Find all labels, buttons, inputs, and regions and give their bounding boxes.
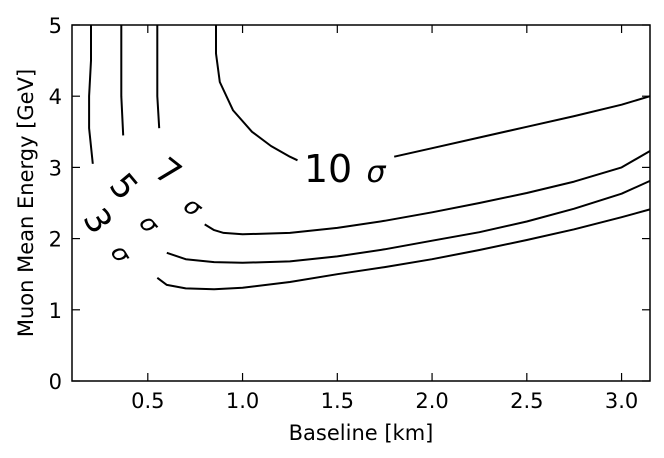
contour-line-10-sigma [215, 25, 298, 162]
contour-label-10-sigma: σ [366, 155, 386, 190]
contour-lines [88, 25, 651, 291]
x-tick-label: 2.0 [415, 389, 448, 413]
y-axis-title: Muon Mean Energy [GeV] [14, 69, 38, 337]
y-tick-label: 2 [49, 228, 62, 252]
plot-frame [71, 24, 651, 382]
y-tick-label: 0 [49, 370, 62, 394]
y-tick-label: 4 [49, 85, 62, 109]
y-axis-ticks: 0 1 2 3 4 5 [49, 14, 650, 394]
x-axis-title: Baseline [km] [289, 421, 434, 445]
contour-line-5-sigma [166, 179, 651, 264]
contour-line-7-sigma [156, 25, 161, 129]
y-tick-label: 1 [49, 299, 62, 323]
y-tick-label: 3 [49, 156, 62, 180]
x-tick-label: 1.0 [226, 389, 259, 413]
contour-label-10-number: 10 [304, 147, 352, 191]
contour-line-3-sigma [156, 208, 651, 291]
x-tick-label: 1.5 [321, 389, 354, 413]
x-axis-ticks: 0.5 1.0 1.5 2.0 2.5 3.0 [131, 25, 638, 413]
contour-line-10-sigma [393, 95, 651, 158]
y-tick-label: 5 [49, 14, 62, 38]
x-tick-label: 3.0 [605, 389, 638, 413]
contour-line-5-sigma [120, 25, 125, 136]
x-tick-label: 2.5 [510, 389, 543, 413]
contour-line-7-sigma [204, 150, 651, 236]
contour-line-3-sigma [88, 25, 94, 164]
x-tick-label: 0.5 [131, 389, 164, 413]
